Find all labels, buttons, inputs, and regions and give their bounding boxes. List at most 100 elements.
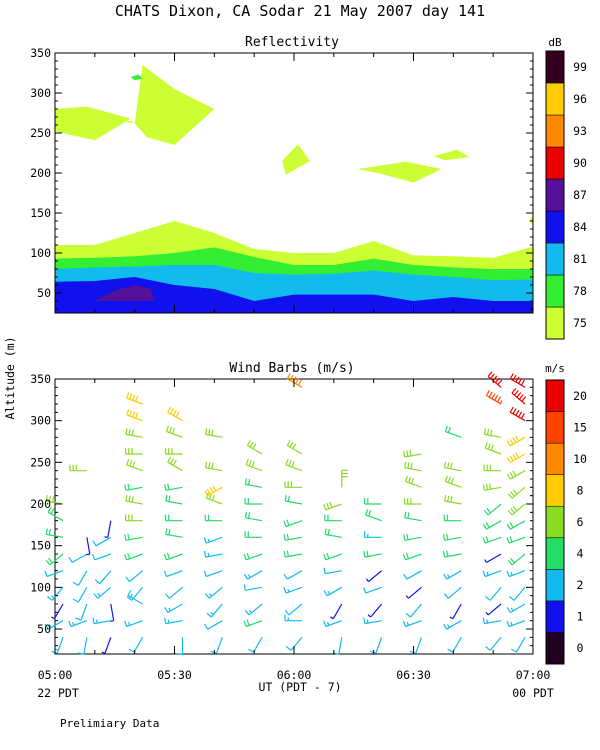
wind-barb <box>507 486 526 499</box>
wind-barb-shaft <box>285 464 303 472</box>
wind-barb-feather <box>51 650 58 654</box>
wind-barb <box>442 533 462 541</box>
wind-barb-feather <box>291 461 295 468</box>
wind-barb-shaft <box>245 517 263 522</box>
wind-barb-feather <box>509 455 514 462</box>
wind-barb-feather <box>283 550 286 558</box>
wind-barb-feather <box>206 488 211 495</box>
wind-barb-feather <box>487 443 491 450</box>
wind-barb <box>243 584 263 591</box>
wind-barb <box>243 552 263 561</box>
wind-frame <box>54 378 534 655</box>
wind-barb-feather <box>211 462 214 469</box>
wind-barb-feather <box>494 394 499 401</box>
wind-barb <box>323 620 343 628</box>
wind-barb-shaft <box>86 537 91 555</box>
wind-barb <box>341 469 348 488</box>
wind-barb <box>244 511 263 522</box>
wind-barb-feather <box>164 617 167 624</box>
wind-barb-feather <box>510 491 515 497</box>
wind-barb-shaft <box>486 394 502 405</box>
wind-barb-feather <box>323 553 327 561</box>
wind-colorbar-swatch-2 <box>545 569 565 602</box>
wind-barb <box>104 520 112 538</box>
wind-barb <box>284 481 302 488</box>
wind-barb-shaft <box>364 553 382 558</box>
wind-barb <box>167 456 183 472</box>
wind-barb-feather <box>487 371 493 377</box>
wind-barb-feather <box>167 456 172 463</box>
wind-barb-shaft <box>365 514 382 522</box>
wind-barb <box>244 478 263 488</box>
wind-barb <box>69 464 87 472</box>
wind-barb <box>363 550 382 558</box>
wind-barb-feather <box>243 584 246 591</box>
wind-barb-shaft <box>410 603 422 618</box>
wind-colorbar-label-2: 2 <box>577 578 584 592</box>
reflectivity-colorbar-label-81: 81 <box>573 252 587 266</box>
wind-barb-shaft <box>110 603 115 621</box>
wind-barb-shaft <box>70 620 88 628</box>
wind-barb-half-feather <box>48 624 52 628</box>
wind-barb-shaft <box>509 411 526 422</box>
wind-barb-feather <box>484 442 488 449</box>
reflectivity-ytick-label-300: 300 <box>30 86 51 100</box>
wind-barb-shaft <box>126 464 143 472</box>
wind-barb-feather <box>515 435 520 442</box>
wind-barb-feather <box>506 523 511 530</box>
wind-barb-feather <box>507 559 513 566</box>
wind-barb-shaft <box>444 536 462 541</box>
wind-barb <box>443 570 462 580</box>
wind-barb-shaft <box>285 553 303 558</box>
wind-barb <box>405 586 422 599</box>
wind-barb <box>284 603 303 616</box>
wind-barb-feather <box>286 550 289 557</box>
wind-barb-shaft <box>126 620 143 628</box>
wind-barb-feather <box>444 461 447 468</box>
wind-barb-half-feather <box>447 624 450 628</box>
reflectivity-colorbar-label-99: 99 <box>573 60 587 74</box>
reflectivity-ytick-label-100: 100 <box>30 246 51 260</box>
wind-barb-shaft <box>167 461 183 472</box>
wind-barb <box>283 570 303 580</box>
wind-barb <box>75 603 88 621</box>
wind-barb-feather <box>410 462 413 469</box>
reflectivity-colorbar-swatch-2 <box>545 242 565 276</box>
reflectivity-ytick-label-50: 50 <box>37 286 51 300</box>
wind-xtick-label-4: 07:00 <box>516 668 551 682</box>
wind-barb-shaft <box>444 500 462 505</box>
wind-barb-feather <box>404 461 407 468</box>
wind-barb <box>205 428 223 438</box>
wind-barb-feather <box>251 461 255 468</box>
wind-barb-feather <box>404 511 407 518</box>
reflectivity-patch-7 <box>529 214 533 225</box>
wind-y-axis: 50 100 150 200 250 300 350 <box>30 372 533 655</box>
wind-barb-feather <box>68 620 72 627</box>
wind-ytick-label-300: 300 <box>30 414 51 428</box>
wind-colorbar-swatch-3 <box>545 537 565 570</box>
wind-barb-half-feather <box>127 621 131 626</box>
wind-barb-feather <box>443 593 449 599</box>
wind-barb-feather <box>286 440 291 446</box>
wind-barb-shaft <box>245 464 263 472</box>
wind-barb-feather <box>366 550 369 557</box>
wind-barb-feather <box>205 428 208 435</box>
wind-barb-shaft <box>404 536 422 541</box>
wind-barb <box>511 637 526 653</box>
wind-barb <box>68 620 88 628</box>
wind-barb-feather <box>509 522 514 528</box>
wind-barb-shaft <box>253 637 263 653</box>
wind-barb-half-feather <box>447 574 450 578</box>
wind-barb-feather <box>211 494 215 501</box>
wind-barb <box>125 428 143 438</box>
wind-barb-feather <box>72 581 79 586</box>
wind-barb <box>124 533 143 541</box>
wind-barb-feather <box>283 520 287 527</box>
wind-barb <box>484 553 502 564</box>
wind-barb-feather <box>246 440 251 446</box>
wind-barb-feather <box>284 494 287 502</box>
wind-barb <box>324 528 342 538</box>
wind-barb <box>248 637 263 653</box>
wind-barb-feather <box>93 593 99 599</box>
reflectivity-ytick-label-350: 350 <box>30 46 51 60</box>
